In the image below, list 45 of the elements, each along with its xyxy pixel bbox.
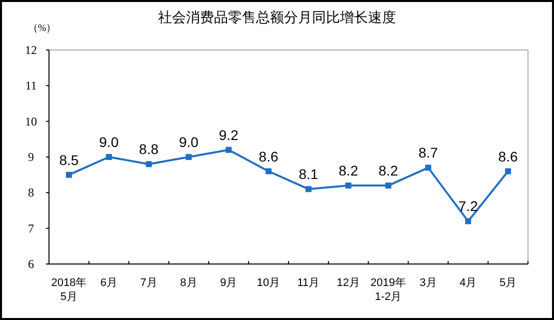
y-tick-label: 11 [25,78,37,93]
point [465,218,472,224]
point [505,168,512,174]
title: 社会消费品零售总额分月同比增长速度 [158,9,396,25]
data-label: 9.0 [178,134,199,150]
point [425,164,432,171]
data-label: 8.2 [338,162,358,179]
ylabel: （%） [28,23,56,34]
x-tick-label: 11月 [297,277,320,289]
x-tick-label: 2018年 5月 [51,277,87,303]
y-tick-label: 7 [28,221,34,236]
point [66,172,72,178]
x-tick-label: 6月 [100,277,118,289]
x-tick-label: 2019年 1-2月 [370,277,406,303]
y-tick-label: 9 [28,150,34,164]
data-label: 8.2 [378,162,398,179]
point [146,161,152,168]
data-label: 8.8 [139,141,159,158]
point [305,186,312,192]
x-tick-label: 4月 [460,277,477,289]
data-label: 8.7 [418,144,438,161]
data-label: 9.2 [218,126,239,143]
x-tick-label: 10月 [256,277,280,289]
point [106,154,112,160]
point [266,168,272,174]
x-tick-label: 7月 [140,277,158,289]
x-tick-label: 12月 [336,277,360,289]
data-label: 9.0 [99,134,119,150]
data-label: 8.1 [298,166,318,182]
x-tick-label: 8月 [180,277,198,289]
y-tick-label: 6 [28,257,34,271]
point [385,182,392,189]
point [226,146,232,153]
point [186,154,192,160]
y-tick-label: 10 [25,114,37,128]
point [345,182,352,189]
x-tick-label: 9月 [220,277,238,289]
data-label: 7.2 [458,198,478,214]
y-tick-label: 8 [28,186,34,200]
x-tick-label: 5月 [499,277,517,289]
data-label: 8.6 [258,148,278,164]
y-tick-label: 12 [25,43,37,57]
x-tick-label: 3月 [420,277,437,289]
data-label: 8.6 [498,148,518,164]
data-label: 8.5 [59,152,79,168]
